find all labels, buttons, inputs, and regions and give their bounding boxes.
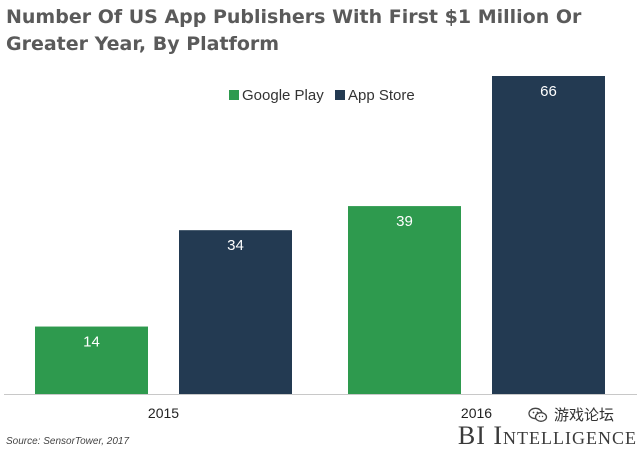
bar-value-label: 39 [396,213,413,230]
bar-google-play-2016 [348,206,461,394]
watermark-text: 游戏论坛 [554,406,615,424]
bar-google-play-2015 [35,326,148,394]
legend-swatch [229,90,239,100]
wechat-icon [528,407,548,422]
bar-app-store-2015 [179,230,292,394]
bar-app-store-2016 [492,76,605,394]
x-tick-label: 2016 [461,405,492,421]
chart-title: Number Of US App Publishers With First $… [6,6,582,55]
source-note: Source: SensorTower, 2017 [6,436,130,447]
bar-value-label: 34 [227,237,244,254]
bar-value-label: 66 [540,83,557,100]
x-tick-label: 2015 [148,405,179,421]
legend-label: Google Play [242,87,324,104]
legend-label: App Store [348,87,415,104]
brand-logo: BI Intelligence [457,421,637,450]
legend-swatch [335,90,345,100]
watermark: 游戏论坛 [528,404,614,425]
bar-value-label: 14 [83,334,100,351]
